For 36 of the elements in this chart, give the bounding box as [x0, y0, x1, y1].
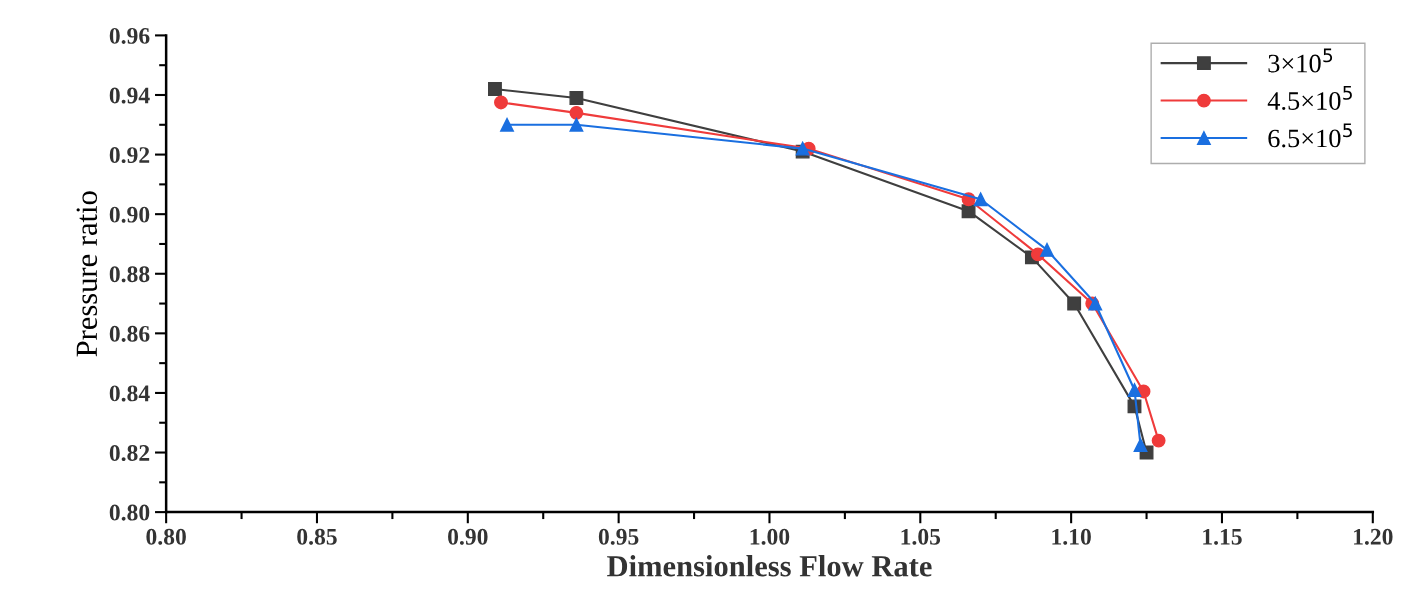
y-tick-label: 0.90 [109, 206, 150, 223]
legend-label: 4.5×10$^{5}$ [1267, 86, 1352, 111]
point [500, 117, 514, 132]
y-tick-label: 0.92 [109, 147, 150, 164]
x-tick-label: 1.00 [750, 528, 790, 545]
y-tick-label: 0.80 [109, 504, 150, 521]
y-tick-label: 0.82 [109, 445, 150, 462]
point [494, 95, 508, 110]
x-tick-label: 0.95 [598, 528, 639, 545]
legend-label: 3×10$^{5}$ [1268, 48, 1333, 73]
point [973, 192, 988, 207]
point [1151, 433, 1166, 448]
point [569, 117, 584, 132]
x-tick-label: 1.15 [1203, 528, 1242, 545]
y-tick-label: 0.88 [109, 266, 150, 283]
y-tick-label: 0.86 [109, 325, 150, 342]
y-tick-label: 0.96 [109, 27, 150, 44]
x-tick-label: 0.90 [448, 528, 488, 545]
point [569, 91, 584, 105]
y-tick-label: 0.84 [109, 385, 150, 402]
x-tick-label: 0.85 [297, 528, 337, 545]
y-tick-label: 0.94 [109, 87, 150, 104]
point [569, 105, 584, 120]
y-axis-title: Pressure ratio [76, 191, 98, 357]
x-tick-label: 1.20 [1354, 528, 1393, 545]
x-tick-label: 0.80 [146, 528, 186, 545]
x-axis-title: Dimensionless Flow Rate [607, 555, 932, 577]
point [488, 82, 502, 96]
point [1067, 296, 1082, 311]
legend-label: 6.5×10$^{5}$ [1268, 123, 1352, 148]
point [1127, 383, 1142, 397]
point [1040, 242, 1054, 257]
point [1133, 438, 1148, 453]
x-tick-label: 1.05 [901, 528, 941, 545]
point [961, 204, 976, 219]
x-tick-label: 1.10 [1052, 528, 1091, 545]
